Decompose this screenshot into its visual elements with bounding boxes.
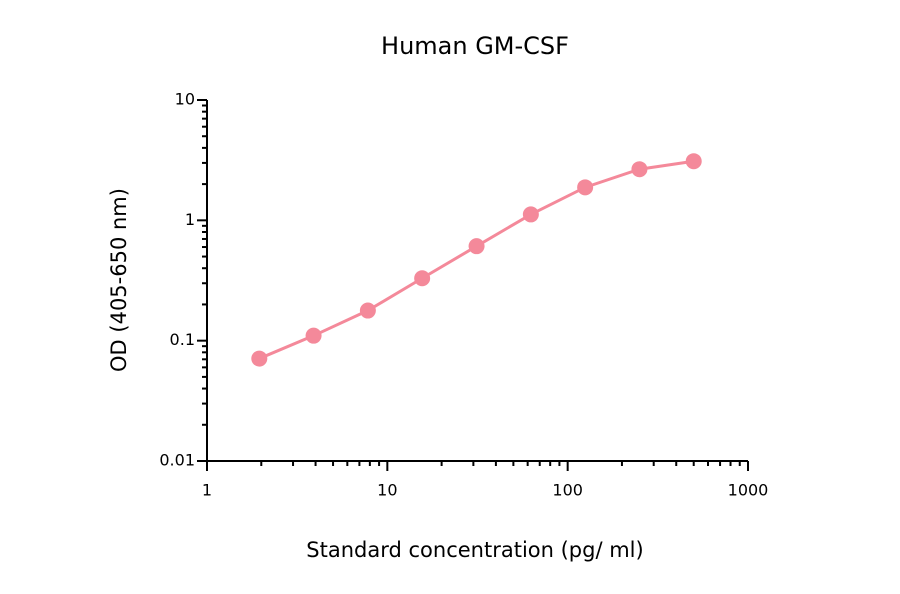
- x-tick-label: 1000: [728, 481, 769, 500]
- x-tick-label: 10: [377, 481, 397, 500]
- data-point: [631, 161, 648, 178]
- x-axis-label: Standard concentration (pg/ ml): [306, 538, 643, 562]
- data-point: [305, 327, 322, 344]
- y-tick-label: 10: [175, 90, 195, 109]
- data-point: [577, 179, 594, 196]
- data-point: [251, 350, 268, 367]
- y-tick-label: 1: [185, 210, 195, 229]
- data-point: [522, 206, 539, 223]
- data-point: [359, 302, 376, 319]
- y-tick-label: 0.1: [170, 330, 195, 349]
- series-line: [258, 159, 694, 360]
- data-point: [685, 153, 702, 170]
- chart-title: Human GM-CSF: [381, 32, 569, 60]
- data-point: [468, 238, 485, 255]
- y-tick-label: 0.01: [159, 451, 195, 470]
- data-point: [414, 270, 431, 287]
- x-tick-label: 100: [552, 481, 583, 500]
- x-tick-label: 1: [202, 481, 212, 500]
- y-axis-label: OD (405-650 nm): [107, 188, 131, 372]
